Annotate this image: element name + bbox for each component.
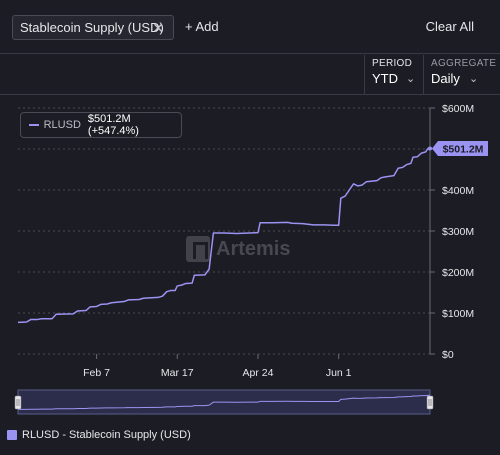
artemis-logo-icon xyxy=(186,236,210,262)
watermark-text: Artemis xyxy=(216,237,291,260)
y-tick-label: $100M xyxy=(442,308,474,320)
divider xyxy=(364,55,365,95)
chevron-down-icon: ⌄ xyxy=(406,73,416,85)
range-handle-right[interactable] xyxy=(426,395,434,410)
tooltip-value: $501.2M (+547.4%) xyxy=(87,113,139,137)
aggregate-label: AGGREGATE xyxy=(431,58,497,69)
last-value-label: $501.2M xyxy=(443,144,484,156)
period-select[interactable]: PERIOD YTD ⌄ xyxy=(364,55,423,95)
x-tick-label: Apr 24 xyxy=(243,367,274,379)
x-tick-label: Mar 17 xyxy=(161,367,194,379)
period-label: PERIOD xyxy=(372,58,413,69)
x-tick-label: Jun 1 xyxy=(326,367,352,379)
y-tick-label: $200M xyxy=(442,267,474,279)
legend[interactable]: RLUSD - Stablecoin Supply (USD) xyxy=(7,429,191,441)
chart-controls: PERIOD YTD ⌄ AGGREGATE Daily ⌄ xyxy=(0,55,500,95)
watermark: Artemis xyxy=(186,236,290,262)
close-icon[interactable]: ✕ xyxy=(152,20,164,36)
aggregate-value: Daily xyxy=(431,71,460,86)
aggregate-select[interactable]: AGGREGATE Daily ⌄ xyxy=(423,55,500,95)
metric-chip-label: Stablecoin Supply (USD) xyxy=(20,20,164,35)
divider xyxy=(423,55,424,95)
y-tick-label: $300M xyxy=(442,226,474,238)
period-value: YTD xyxy=(372,71,398,86)
range-handle-left[interactable] xyxy=(14,395,22,410)
series-swatch xyxy=(29,124,39,126)
last-point xyxy=(428,146,432,151)
tooltip: RLUSD $501.2M (+547.4%) xyxy=(20,112,182,138)
clear-all-button[interactable]: Clear All xyxy=(425,19,474,34)
navigator-line xyxy=(17,394,430,410)
chevron-down-icon: ⌄ xyxy=(469,73,479,85)
y-tick-label: $400M xyxy=(442,185,474,197)
legend-swatch xyxy=(7,430,17,440)
tooltip-series: RLUSD xyxy=(43,119,81,131)
metric-chip[interactable]: Stablecoin Supply (USD) ✕ xyxy=(12,15,174,40)
x-tick-label: Feb 7 xyxy=(83,367,110,379)
last-value-tag xyxy=(432,141,488,157)
y-tick-label: $600M xyxy=(442,103,474,115)
add-button[interactable]: + Add xyxy=(185,19,219,34)
series-line-rlusd xyxy=(17,147,430,324)
legend-label: RLUSD - Stablecoin Supply (USD) xyxy=(22,429,191,441)
y-tick-label: $0 xyxy=(442,349,454,361)
toolbar: Stablecoin Supply (USD) ✕ + Add Clear Al… xyxy=(0,0,500,54)
